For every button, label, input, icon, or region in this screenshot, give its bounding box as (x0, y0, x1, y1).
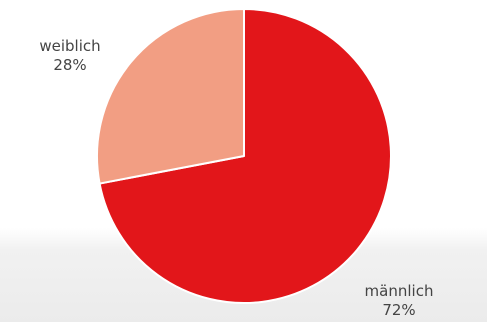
slice-label-weiblich: weiblich 28% (25, 37, 115, 75)
pie-slice-weiblich (96, 8, 245, 185)
slice-label-weiblich-name: weiblich (39, 37, 101, 55)
slice-label-weiblich-value: 28% (53, 56, 87, 74)
slice-label-maennlich-value: 72% (382, 301, 416, 319)
slice-label-maennlich-name: männlich (364, 282, 434, 300)
pie-slice-maennlich (98, 8, 392, 304)
slice-label-maennlich: männlich 72% (349, 282, 449, 320)
